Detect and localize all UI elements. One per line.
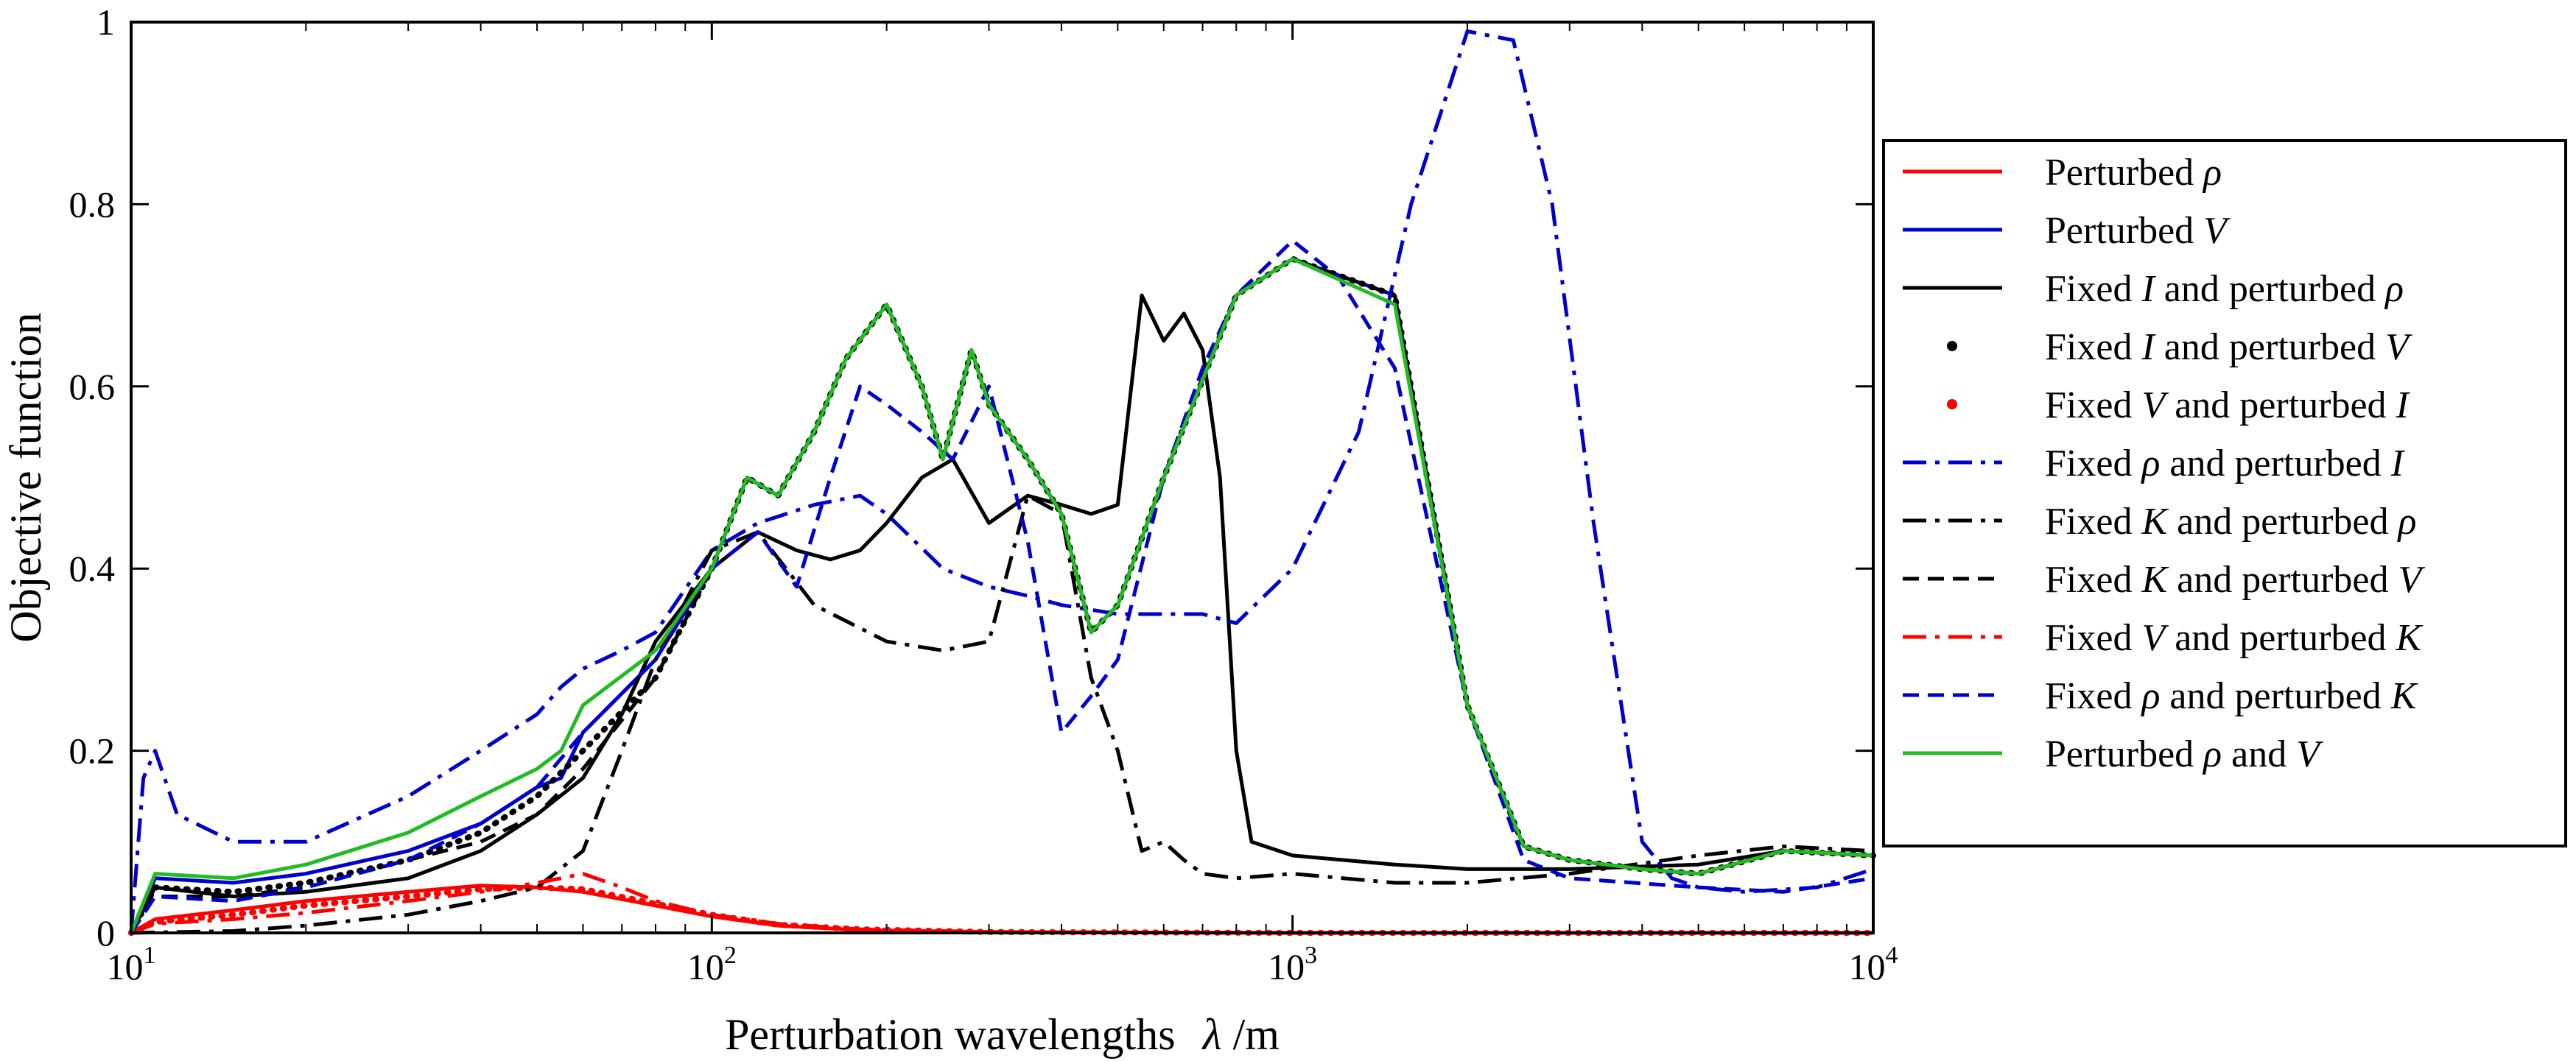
legend-label-part: and perturbed	[2165, 617, 2396, 659]
legend-label-part: Fixed	[2045, 384, 2141, 426]
legend-label-part: ρ	[2202, 733, 2222, 775]
legend-label-part: V	[2203, 210, 2231, 252]
legend-label-part: I	[2141, 326, 2156, 368]
legend-label-part: V	[2385, 326, 2412, 368]
x-axis-title-unit: /m	[1233, 1010, 1280, 1059]
legend-label-part: K	[2141, 501, 2169, 543]
x-axis-title-text: Perturbation wavelengths	[725, 1010, 1176, 1059]
series-line-s10	[129, 239, 1874, 934]
legend-label-part: ρ	[2140, 675, 2160, 717]
y-axis-title: Objective function	[1, 312, 50, 642]
y-tick-label: 0.8	[69, 183, 116, 225]
legend-label-part: Fixed	[2045, 501, 2141, 543]
legend-label-part: K	[2141, 559, 2169, 601]
legend-label-part: and perturbed	[2155, 268, 2385, 310]
series-line-s9	[130, 872, 1873, 935]
legend-box	[1882, 139, 2567, 847]
x-tick-label: 104	[1849, 942, 1898, 987]
legend-label-s4: Fixed I and perturbed V	[2045, 326, 2412, 368]
legend-label-part: Fixed	[2045, 443, 2141, 484]
legend-label-part: and perturbed	[2167, 501, 2398, 543]
legend-label-part: K	[2390, 675, 2418, 717]
x-axis-title: Perturbation wavelengths λ /m	[725, 1010, 1280, 1059]
legend-label-part: K	[2396, 617, 2424, 659]
y-tick-label: 0.6	[69, 366, 116, 407]
x-tick-base: 10	[687, 946, 724, 987]
y-tick-label: 0	[96, 912, 115, 954]
legend-label-s2: Perturbed V	[2045, 210, 2231, 252]
legend-label-part: and perturbed	[2160, 443, 2390, 484]
legend-label-part: ρ	[2396, 501, 2416, 543]
legend-label-part: V	[2296, 733, 2323, 775]
legend-label-s6: Fixed ρ and perturbed I	[2045, 443, 2406, 484]
x-tick-label: 102	[687, 942, 737, 987]
legend-label-s1: Perturbed ρ	[2045, 152, 2222, 194]
y-tick-label: 0.4	[69, 548, 116, 589]
legend-label-part: Perturbed	[2045, 152, 2203, 194]
series-line-s11	[129, 257, 1874, 934]
legend-marker-s4	[1947, 341, 1957, 351]
series-line-s2	[129, 257, 1874, 934]
series-line-s1	[130, 884, 1873, 935]
legend-marker-s5	[1947, 399, 1957, 409]
series-line-s4	[128, 255, 1876, 936]
labels-layer: Objective function Perturbation waveleng…	[1, 312, 1280, 1059]
legend-label-s5: Fixed V and perturbed I	[2045, 384, 2411, 426]
legend-label-part: I	[2390, 443, 2406, 484]
y-tick-label: 0.2	[69, 730, 116, 772]
legend-label-part: Perturbed	[2045, 210, 2203, 252]
legend-label-part: Fixed	[2045, 675, 2141, 717]
legend-label-part: Fixed	[2045, 326, 2141, 368]
legend-label-part: and perturbed	[2167, 559, 2398, 601]
x-tick-base: 10	[107, 946, 144, 987]
legend-label-s9: Fixed V and perturbed K	[2045, 617, 2424, 659]
series-line-s6	[129, 29, 1874, 934]
x-tick-label: 101	[107, 942, 156, 987]
legend-label-part: and perturbed	[2160, 675, 2390, 717]
legend-label-part: V	[2141, 617, 2169, 659]
legend-label-part: and	[2222, 733, 2296, 775]
x-axis-title-symbol: λ	[1201, 1010, 1222, 1059]
x-tick-exponent: 1	[144, 942, 156, 969]
legend-label-part: V	[2398, 559, 2425, 601]
legend-label-part: V	[2141, 384, 2169, 426]
legend-label-s10: Fixed ρ and perturbed K	[2045, 675, 2418, 717]
legend-label-part: Perturbed	[2045, 733, 2203, 775]
y-tick-label: 1	[96, 1, 115, 43]
legend-label-part: I	[2141, 268, 2156, 310]
legend-label-s3: Fixed I and perturbed ρ	[2045, 268, 2404, 310]
legend-label-part: and perturbed	[2165, 384, 2396, 426]
legend-label-part: Fixed	[2045, 617, 2141, 659]
legend-label-part: Fixed	[2045, 268, 2141, 310]
legend-label-part: ρ	[2384, 268, 2404, 310]
plot-frame	[130, 21, 1875, 934]
x-tick-exponent: 2	[724, 942, 737, 969]
legend-label-s7: Fixed K and perturbed ρ	[2045, 501, 2416, 543]
legend-label-s11: Perturbed ρ and V	[2045, 733, 2323, 775]
legend-label-part: ρ	[2202, 152, 2222, 194]
legend-label-part: ρ	[2140, 443, 2160, 484]
x-tick-label: 103	[1268, 942, 1317, 987]
legend-label-part: Fixed	[2045, 559, 2141, 601]
x-tick-base: 10	[1268, 946, 1305, 987]
series-layer	[128, 29, 1876, 936]
legend-label-part: I	[2396, 384, 2411, 426]
series-line-s7	[130, 493, 1874, 935]
legend-label-part: and perturbed	[2155, 326, 2385, 368]
x-tick-base: 10	[1849, 946, 1886, 987]
x-tick-exponent: 4	[1886, 942, 1898, 969]
x-tick-exponent: 3	[1305, 942, 1317, 969]
series-line-s8	[129, 257, 1874, 934]
legend-label-s8: Fixed K and perturbed V	[2045, 559, 2425, 601]
